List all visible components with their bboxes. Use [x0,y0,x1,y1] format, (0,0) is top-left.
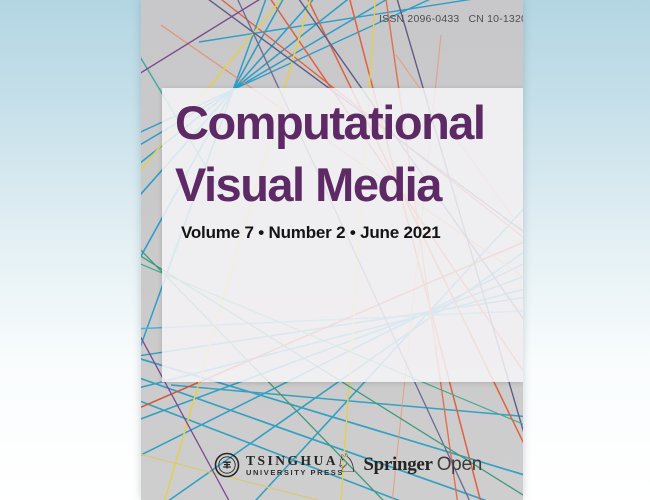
springer-open-suffix: Open [436,454,483,475]
springer-knight-icon: ♘ [335,449,359,479]
journal-title-line2: Visual Media [175,158,442,211]
journal-title-line1: Computational [175,96,486,149]
journal-title: Computational Visual Media [175,92,486,216]
cover-line [141,336,230,500]
cover-line [170,384,523,418]
cover-line [141,0,349,164]
title-panel: Computational Visual Media Volume 7 • Nu… [162,88,523,382]
springer-name: Springer [363,454,433,475]
publisher-row: TSINGHUA UNIVERSITY PRESS ♘ Springer Ope… [141,449,523,490]
tsinghua-name: TSINGHUA [246,452,339,468]
journal-cover: ISSN 2096-0433 CN 10-1320/TP Computationa… [141,0,523,500]
springer-open-logo: ♘ Springer Open [335,449,483,480]
tsinghua-seal-icon [214,452,240,478]
tsinghua-press-logo: TSINGHUA UNIVERSITY PRESS [214,452,344,478]
cover-line [141,453,321,500]
cover-line [198,0,472,43]
cover-line [141,377,487,500]
tsinghua-text-block: TSINGHUA UNIVERSITY PRESS [246,452,344,477]
cover-line [141,0,260,74]
issn-number: ISSN 2096-0433 [379,13,460,25]
cn-number: CN 10-1320/TP [468,13,523,25]
issue-info: Volume 7 • Number 2 • June 2021 [181,223,441,242]
issn-row: ISSN 2096-0433 CN 10-1320/TP [379,13,523,25]
cover-line [141,400,400,500]
tsinghua-subtitle: UNIVERSITY PRESS [246,467,344,477]
